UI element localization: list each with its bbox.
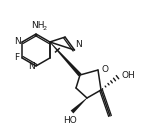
Text: N: N [75,40,82,49]
Text: N: N [28,62,35,71]
Text: N: N [14,37,21,46]
Text: OH: OH [121,71,135,79]
Polygon shape [49,42,81,76]
Text: NH: NH [31,21,45,30]
Text: F: F [14,54,19,63]
Text: 2: 2 [42,26,47,30]
Polygon shape [71,98,87,113]
Text: O: O [101,64,108,74]
Text: HO: HO [63,116,77,125]
